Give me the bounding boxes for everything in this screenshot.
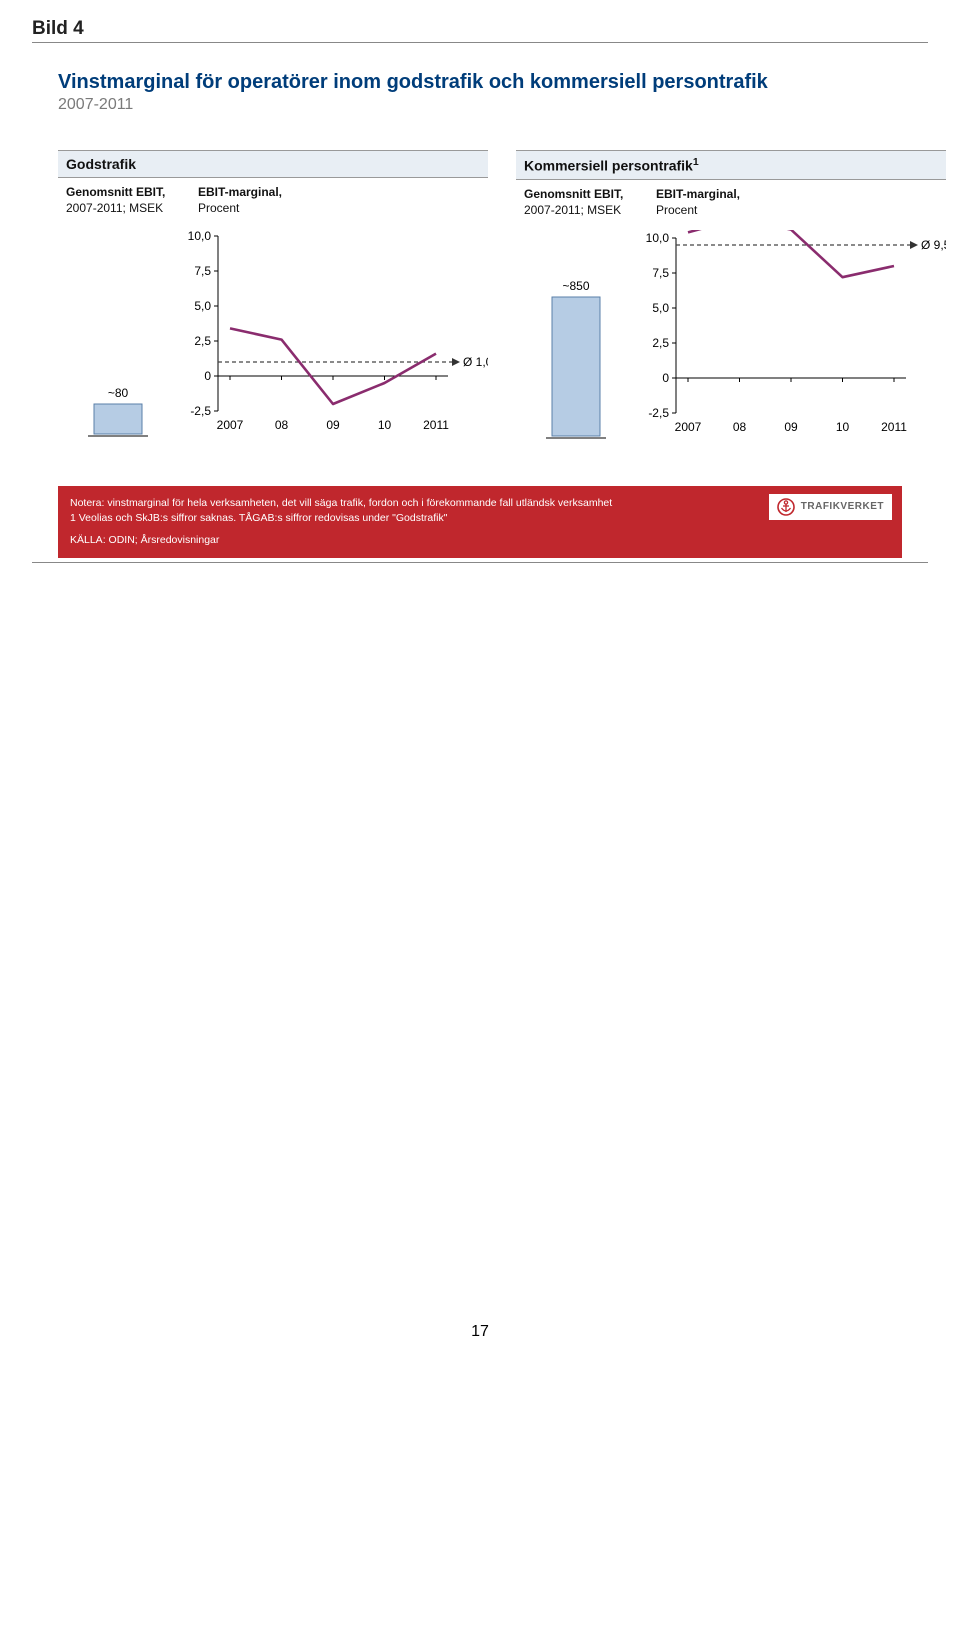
svg-text:2007: 2007 (217, 418, 244, 432)
panel-subheader-left: Genomsnitt EBIT, 2007-2011; MSEK EBIT-ma… (58, 178, 488, 228)
svg-text:7,5: 7,5 (194, 264, 211, 278)
bar-left-svg (88, 402, 148, 438)
col-label-right-2-l1: EBIT-marginal, (656, 186, 740, 202)
trafikverket-logo-text: TRAFIKVERKET (801, 500, 884, 514)
col-label-right-2-l2: Procent (656, 202, 740, 218)
page-number: 17 (0, 1323, 960, 1371)
line-chart-left: -2,5 0 2,5 5,0 7,5 10,0 2007 08 09 10 2011 Ø 1,0 (178, 228, 488, 438)
svg-text:2007: 2007 (675, 420, 702, 434)
panel-header-left: Godstrafik (58, 151, 488, 178)
slide-title: Vinstmarginal för operatörer inom godstr… (58, 71, 928, 94)
svg-text:0: 0 (204, 369, 211, 383)
svg-text:10: 10 (378, 418, 392, 432)
col-label-left-1: Genomsnitt EBIT, 2007-2011; MSEK (66, 184, 186, 216)
panel-header-right: Kommersiell persontrafik1 (516, 151, 946, 180)
footer-line3: KÄLLA: ODIN; Årsredovisningar (70, 533, 890, 548)
svg-text:10,0: 10,0 (646, 231, 670, 245)
panel-subheader-right: Genomsnitt EBIT, 2007-2011; MSEK EBIT-ma… (516, 180, 946, 230)
bar-box-left: ~80 (58, 386, 178, 438)
svg-text:5,0: 5,0 (194, 299, 211, 313)
line-right-svg: -2,5 0 2,5 5,0 7,5 10,0 2007 08 09 10 2011 Ø 9,5 (636, 230, 946, 435)
bottom-rule (32, 562, 928, 563)
svg-text:2011: 2011 (423, 418, 449, 432)
col-label-right-1: Genomsnitt EBIT, 2007-2011; MSEK (524, 186, 644, 218)
footer-note-box: Notera: vinstmarginal för hela verksamhe… (58, 486, 902, 558)
line-chart-right: -2,5 0 2,5 5,0 7,5 10,0 2007 08 09 10 2011 Ø 9,5 (636, 230, 946, 440)
footer-line1: Notera: vinstmarginal för hela verksamhe… (70, 496, 890, 511)
chart-row-left: ~80 -2,5 0 2,5 5,0 7,5 10,0 2007 08 09 10 2011 Ø 1,… (58, 228, 488, 444)
chart-row-right: ~850 -2,5 0 2,5 5,0 7,5 10,0 2007 08 09 10 2011 Ø 9… (516, 230, 946, 446)
slide-number-label: Bild 4 (32, 18, 928, 40)
svg-text:7,5: 7,5 (652, 266, 669, 280)
bar-label-left: ~80 (108, 386, 128, 400)
svg-text:10,0: 10,0 (188, 229, 212, 243)
line-left-svg: -2,5 0 2,5 5,0 7,5 10,0 2007 08 09 10 2011 Ø 1,0 (178, 228, 488, 433)
bar-box-right: ~850 (516, 279, 636, 440)
col-label-right-1-l2: 2007-2011; MSEK (524, 202, 644, 218)
panel-header-right-sup: 1 (693, 156, 699, 168)
col-label-left-1-l2: 2007-2011; MSEK (66, 200, 186, 216)
svg-text:10: 10 (836, 420, 850, 434)
footer-line2: 1 Veolias och SkJB:s siffror saknas. TÅG… (70, 511, 890, 526)
anchor-icon (777, 498, 795, 516)
panels-row: Godstrafik Genomsnitt EBIT, 2007-2011; M… (58, 150, 928, 446)
svg-text:-2,5: -2,5 (648, 406, 669, 420)
slide-subtitle: 2007-2011 (58, 96, 928, 114)
svg-text:2011: 2011 (881, 420, 907, 434)
top-rule (32, 42, 928, 43)
svg-text:Ø 9,5: Ø 9,5 (921, 238, 946, 252)
svg-text:Ø 1,0: Ø 1,0 (463, 355, 488, 369)
svg-text:0: 0 (662, 371, 669, 385)
bar-right-svg (546, 295, 606, 440)
svg-text:-2,5: -2,5 (190, 404, 211, 418)
col-label-right-2: EBIT-marginal, Procent (656, 186, 740, 218)
panel-persontrafik: Kommersiell persontrafik1 Genomsnitt EBI… (516, 150, 946, 446)
col-label-left-1-l1: Genomsnitt EBIT, (66, 184, 186, 200)
col-label-left-2: EBIT-marginal, Procent (198, 184, 282, 216)
svg-text:2,5: 2,5 (652, 336, 669, 350)
col-label-right-1-l1: Genomsnitt EBIT, (524, 186, 644, 202)
svg-text:09: 09 (784, 420, 798, 434)
svg-text:08: 08 (275, 418, 289, 432)
svg-text:2,5: 2,5 (194, 334, 211, 348)
svg-text:09: 09 (326, 418, 340, 432)
svg-text:5,0: 5,0 (652, 301, 669, 315)
trafikverket-logo: TRAFIKVERKET (769, 494, 892, 520)
bar-label-right: ~850 (562, 279, 589, 293)
svg-text:08: 08 (733, 420, 747, 434)
panel-header-right-text: Kommersiell persontrafik (524, 158, 693, 174)
panel-godstrafik: Godstrafik Genomsnitt EBIT, 2007-2011; M… (58, 150, 488, 446)
col-label-left-2-l2: Procent (198, 200, 282, 216)
col-label-left-2-l1: EBIT-marginal, (198, 184, 282, 200)
